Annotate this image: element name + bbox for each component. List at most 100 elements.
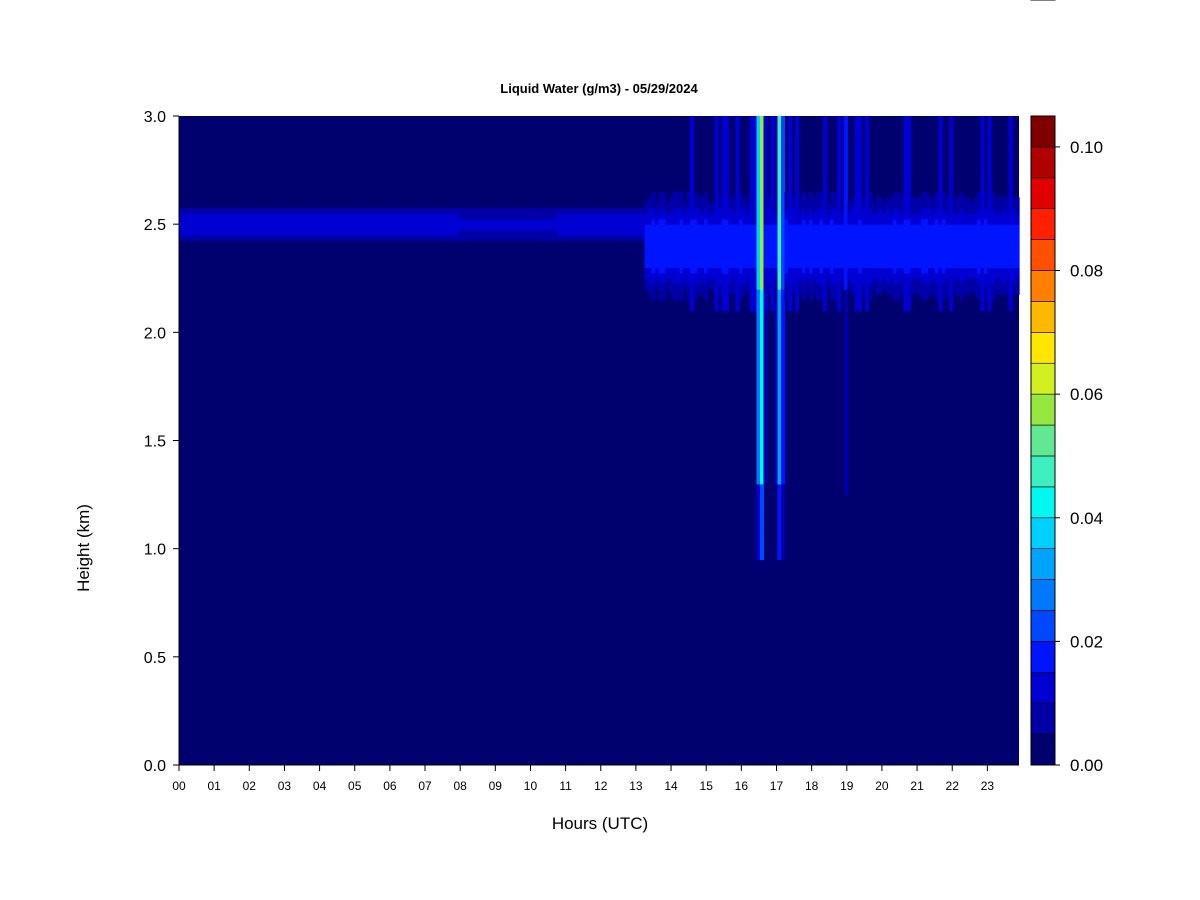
heatmap-cell (312, 218, 317, 225)
heatmap-cell (613, 224, 618, 231)
heatmap-cell (886, 283, 891, 290)
heatmap-cell (865, 175, 870, 182)
heatmap-cell (284, 234, 289, 241)
heatmap-cell (539, 207, 544, 214)
heatmap-cell (777, 153, 782, 160)
heatmap-cell (865, 240, 870, 247)
heatmap-cell (882, 218, 887, 225)
heatmap-cell (693, 218, 698, 225)
heatmap-cell (581, 213, 586, 220)
heatmap-cell (690, 256, 695, 263)
heatmap-cell (669, 240, 674, 247)
heatmap-cell (266, 218, 271, 225)
heatmap-cell (795, 175, 800, 182)
heatmap-cell (977, 234, 982, 241)
heatmap-cell (781, 159, 786, 166)
heatmap-cell (781, 418, 786, 425)
heatmap-cell (952, 218, 957, 225)
heatmap-cell (725, 256, 730, 263)
heatmap-cell (781, 505, 786, 512)
heatmap-cell (777, 424, 782, 431)
heatmap-cell (938, 207, 943, 214)
heatmap-cell (735, 126, 740, 133)
heatmap-cell (697, 251, 702, 258)
heatmap-cell (770, 159, 775, 166)
heatmap-cell (417, 218, 422, 225)
heatmap-cell (907, 207, 912, 214)
heatmap-cell (648, 224, 653, 231)
heatmap-cell (305, 229, 310, 236)
heatmap-cell (756, 175, 761, 182)
heatmap-cell (599, 207, 604, 214)
heatmap-cell (658, 207, 663, 214)
heatmap-cell (203, 218, 208, 225)
heatmap-cell (557, 234, 562, 241)
heatmap-cell (788, 153, 793, 160)
heatmap-cell (249, 213, 254, 220)
x-tick-label: 14 (664, 779, 678, 793)
heatmap-cell (368, 229, 373, 236)
heatmap-cell (406, 229, 411, 236)
heatmap-cell (830, 256, 835, 263)
heatmap-cell (662, 207, 667, 214)
heatmap-cell (378, 224, 383, 231)
heatmap-cell (945, 202, 950, 209)
heatmap-cell (921, 207, 926, 214)
heatmap-cell (683, 262, 688, 269)
heatmap-cell (973, 234, 978, 241)
heatmap-cell (763, 267, 768, 274)
heatmap-cell (441, 224, 446, 231)
heatmap-cell (819, 224, 824, 231)
heatmap-cell (907, 218, 912, 225)
heatmap-cell (697, 213, 702, 220)
heatmap-cell (907, 116, 912, 123)
heatmap-cell (354, 229, 359, 236)
heatmap-cell (319, 229, 324, 236)
heatmap-cell (686, 207, 691, 214)
heatmap-cell (935, 218, 940, 225)
heatmap-cell (889, 262, 894, 269)
heatmap-cell (823, 251, 828, 258)
heatmap-cell (760, 494, 765, 501)
heatmap-cell (252, 234, 257, 241)
heatmap-cell (858, 164, 863, 171)
heatmap-cell (651, 191, 656, 198)
heatmap-cell (903, 305, 908, 312)
heatmap-cell (942, 272, 947, 279)
heatmap-cell (508, 224, 513, 231)
heatmap-cell (256, 213, 261, 220)
x-tick-label: 21 (910, 779, 924, 793)
heatmap-cell (942, 224, 947, 231)
heatmap-cell (483, 207, 488, 214)
heatmap-cell (217, 213, 222, 220)
heatmap-cell (749, 164, 754, 171)
heatmap-cell (949, 126, 954, 133)
heatmap-cell (336, 213, 341, 220)
heatmap-cell (284, 229, 289, 236)
heatmap-cell (749, 132, 754, 139)
heatmap-cell (809, 197, 814, 204)
heatmap-cell (781, 299, 786, 306)
heatmap-cell (893, 262, 898, 269)
heatmap-cell (938, 186, 943, 193)
y-tick-label: 0.5 (144, 650, 166, 667)
heatmap-cell (728, 207, 733, 214)
heatmap-cell (952, 224, 957, 231)
heatmap-cell (697, 256, 702, 263)
heatmap-cell (1015, 256, 1020, 263)
heatmap-cell (798, 283, 803, 290)
heatmap-cell (833, 197, 838, 204)
heatmap-cell (833, 240, 838, 247)
heatmap-cell (959, 234, 964, 241)
heatmap-cell (774, 359, 779, 366)
heatmap-cell (879, 197, 884, 204)
heatmap-cell (438, 207, 443, 214)
heatmap-cell (998, 207, 1003, 214)
heatmap-cell (984, 191, 989, 198)
heatmap-cell (581, 207, 586, 214)
heatmap-cell (417, 207, 422, 214)
heatmap-cell (648, 240, 653, 247)
heatmap-cell (917, 272, 922, 279)
heatmap-cell (949, 202, 954, 209)
heatmap-cell (378, 229, 383, 236)
